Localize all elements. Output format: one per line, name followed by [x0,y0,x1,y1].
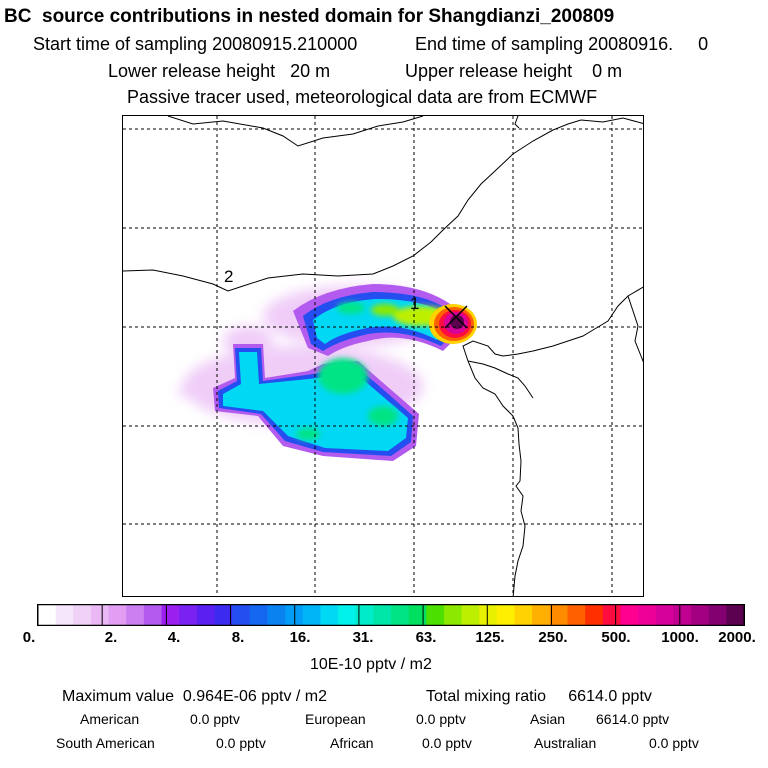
colorbar-swatch [267,605,286,625]
colorbar-swatch [391,605,410,625]
colorbar-tick: 8. [231,629,245,646]
colorbar-swatch [655,605,674,625]
total-mixing-ratio-label: Total mixing ratio 6614.0 pptv [426,688,652,705]
colorbar-swatch [708,605,727,625]
region-name-south-american: South American [56,735,155,751]
colorbar-swatch [285,605,304,625]
region-value-american: 0.0 pptv [190,711,240,727]
colorbar-swatch [638,605,657,625]
lower-release-height-label: Lower release height 20 m [108,61,331,81]
map-label-1: 1 [410,294,419,313]
colorbar-swatch [673,605,692,625]
colorbar-swatch [90,605,110,625]
lat-lon-grid [123,116,643,596]
colorbar-swatch [143,605,163,625]
colorbar-tick: 16. [289,629,311,646]
colorbar [37,604,745,626]
region-value-asian: 6614.0 pptv [596,711,670,727]
end-time-label: End time of sampling 20080916. 0 [415,34,709,54]
colorbar-tick: 500. [601,629,631,646]
colorbar-swatch [532,605,551,625]
colorbar-tick: 0. [22,629,36,646]
region-value-australian: 0.0 pptv [649,735,699,751]
upper-release-height-label: Upper release height 0 m [405,61,623,81]
colorbar-swatch [567,605,586,625]
map-canvas: 1 2 [123,116,643,596]
colorbar-swatch [302,605,321,625]
region-name-african: African [330,735,374,751]
colorbar-swatch [514,605,533,625]
colorbar-swatch [620,605,639,625]
region-value-african: 0.0 pptv [422,735,472,751]
colorbar-tick: 63. [415,629,437,646]
colorbar-swatch [338,605,357,625]
coastlines [123,116,643,596]
colorbar-tick: 31. [352,629,374,646]
region-value-european: 0.0 pptv [416,711,466,727]
x-marker-icon [444,305,468,329]
source-hotspot [429,304,477,344]
colorbar-swatch [214,605,233,625]
colorbar-swatch [73,605,92,625]
colorbar-swatch [108,605,127,625]
colorbar-tick: 125. [475,629,505,646]
colorbar-swatch [691,605,710,625]
colorbar-swatch [179,605,198,625]
start-time-label: Start time of sampling 20080915.210000 [33,34,358,54]
region-name-asian: Asian [530,711,566,727]
colorbar-tick: 250. [538,629,568,646]
colorbar-unit-label: 10E-10 pptv / m2 [310,656,432,673]
colorbar-swatch [55,605,74,625]
colorbar-swatch [126,605,145,625]
tracer-note-label: Passive tracer used, meteorological data… [127,87,598,107]
colorbar-swatch [161,605,180,625]
plume-green [296,302,398,440]
max-value-label: Maximum value 0.964E-06 pptv / m2 [62,688,328,705]
colorbar-swatch [249,605,268,625]
colorbar-swatch [443,605,463,625]
colorbar-tick: 4. [167,629,181,646]
plot-title: BC source contributions in nested domain… [4,6,615,27]
colorbar-swatch [196,605,215,625]
region-name-australian: Australian [534,735,597,751]
map-plot: 1 2 [122,115,644,597]
colorbar-swatch [320,605,339,625]
colorbar-swatch [426,605,445,625]
colorbar-swatch [726,605,745,625]
region-name-american: American [80,711,140,727]
colorbar-swatch [38,605,57,625]
colorbar-swatch [461,605,480,625]
region-value-south-american: 0.0 pptv [216,735,266,751]
colorbar-border [37,604,745,626]
colorbar-tick: 2000. [718,629,756,646]
colorbar-swatch [355,605,374,625]
colorbar-tick: 1000. [661,629,699,646]
map-label-2: 2 [224,267,233,286]
colorbar-swatch [479,605,498,625]
colorbar-swatch [373,605,392,625]
colorbar-swatch [602,605,621,625]
region-name-european: European [305,711,366,727]
colorbar-tick: 2. [104,629,118,646]
colorbar-swatch [408,605,427,625]
colorbar-swatch [232,605,251,625]
colorbar-swatch [549,605,568,625]
colorbar-swatch [496,605,516,625]
colorbar-swatch [585,605,604,625]
